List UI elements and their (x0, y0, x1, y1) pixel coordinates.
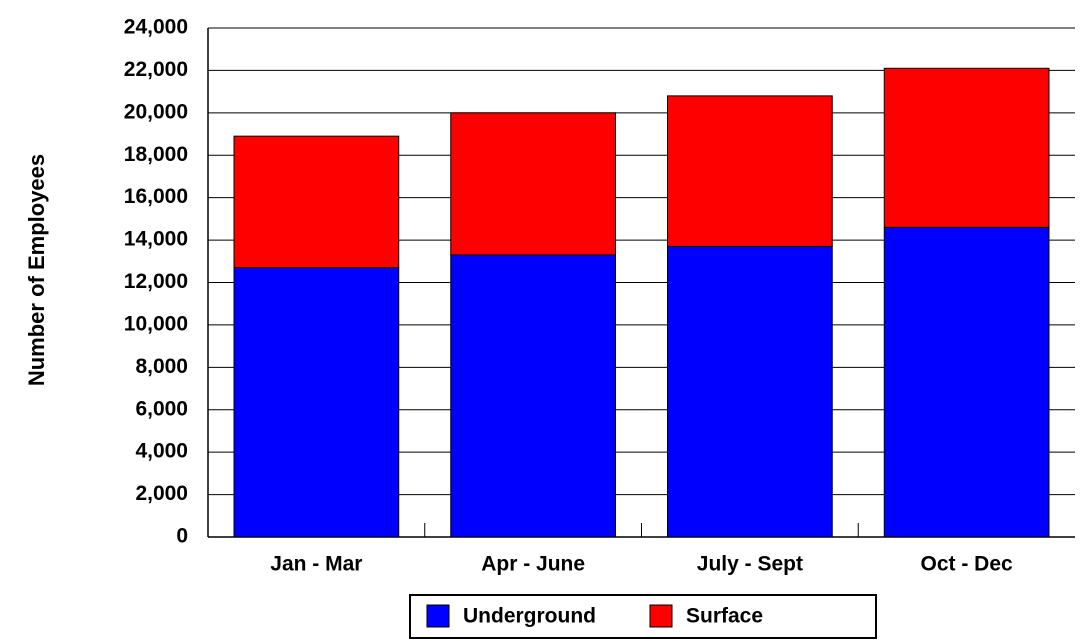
x-tick-label: July - Sept (697, 553, 803, 576)
y-axis-label: Number of Employees (24, 154, 49, 386)
x-tick-label: Jan - Mar (270, 553, 362, 576)
y-tick-label: 20,000 (124, 100, 188, 123)
y-tick-label: 4,000 (135, 440, 188, 463)
legend-box (409, 594, 877, 639)
y-tick-label: 0 (176, 525, 188, 548)
bar-segment (667, 245, 833, 538)
y-tick-label: 2,000 (135, 482, 188, 505)
x-tick-label: Apr - June (481, 553, 585, 576)
bar-segment (233, 267, 400, 538)
y-tick-label: 14,000 (124, 228, 188, 251)
legend-swatch (649, 604, 673, 628)
y-tick-label: 22,000 (124, 58, 188, 81)
y-tick-label: 24,000 (124, 16, 188, 39)
bar-segment (450, 112, 616, 256)
legend-swatch (426, 604, 450, 628)
y-tick-label: 6,000 (135, 397, 188, 420)
bar-segment (450, 254, 616, 538)
legend-label: Surface (686, 605, 763, 628)
bar-segment (233, 135, 400, 269)
x-tick-label: Oct - Dec (921, 553, 1014, 576)
y-tick-label: 18,000 (124, 143, 188, 166)
bar-segment (883, 67, 1050, 228)
y-tick-label: 12,000 (124, 270, 188, 293)
bar-segment (667, 95, 833, 247)
y-tick-label: 16,000 (124, 185, 188, 208)
y-tick-label: 8,000 (135, 355, 188, 378)
legend-label: Underground (463, 605, 596, 628)
y-tick-label: 10,000 (124, 312, 188, 335)
bar-segment (883, 226, 1050, 538)
